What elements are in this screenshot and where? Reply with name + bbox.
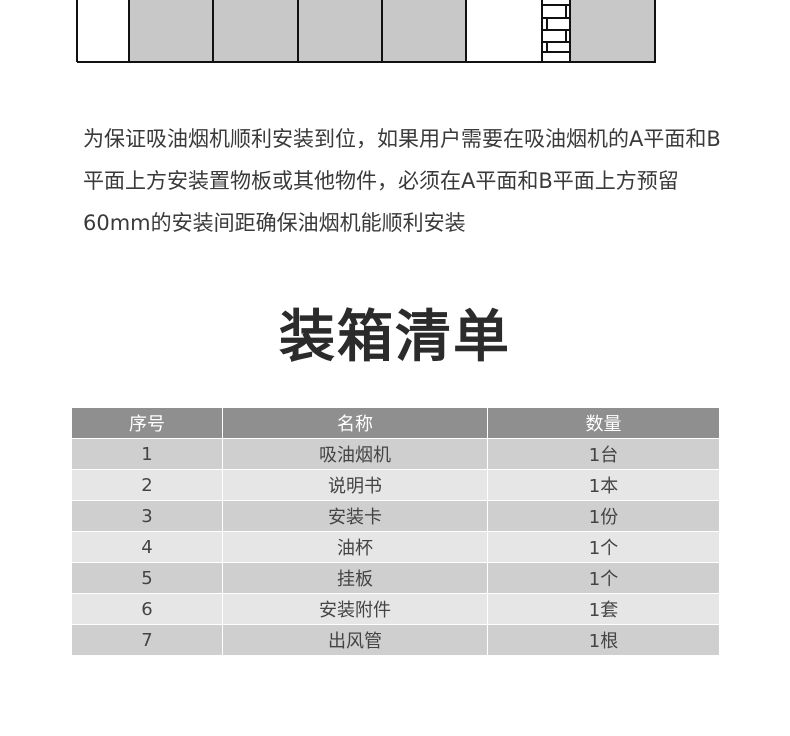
cabinet-panel <box>381 0 467 63</box>
section-title: 装箱清单 <box>279 305 511 370</box>
quantity-cell: 1根 <box>487 624 719 656</box>
name-cell: 说明书 <box>222 469 488 501</box>
index-cell: 2 <box>72 469 223 501</box>
name-cell: 油杯 <box>222 531 488 563</box>
quantity-cell: 1个 <box>487 531 719 563</box>
cabinet-panel <box>569 0 656 63</box>
index-cell: 1 <box>72 438 223 470</box>
table-header-row: 序号 名称 数量 <box>72 408 719 439</box>
installation-note: 为保证吸油烟机顺利安装到位，如果用户需要在吸油烟机的A平面和B平面上方安装置物板… <box>83 127 721 235</box>
table-row: 7 出风管 1根 <box>72 624 719 656</box>
table-row: 4 油杯 1个 <box>72 531 719 563</box>
name-cell: 安装卡 <box>222 500 488 532</box>
header-name: 名称 <box>222 408 488 439</box>
header-index: 序号 <box>72 408 223 439</box>
table-row: 5 挂板 1个 <box>72 562 719 594</box>
name-cell: 安装附件 <box>222 593 488 625</box>
name-cell: 吸油烟机 <box>222 438 488 470</box>
quantity-cell: 1个 <box>487 562 719 594</box>
table-row: 3 安装卡 1份 <box>72 500 719 532</box>
index-cell: 6 <box>72 593 223 625</box>
header-quantity: 数量 <box>487 408 719 439</box>
index-cell: 4 <box>72 531 223 563</box>
cabinet-panel <box>128 0 214 63</box>
table-row: 2 说明书 1本 <box>72 469 719 501</box>
index-cell: 3 <box>72 500 223 532</box>
quantity-cell: 1套 <box>487 593 719 625</box>
table-row: 1 吸油烟机 1台 <box>72 438 719 470</box>
index-cell: 7 <box>72 624 223 656</box>
brick-wall <box>541 0 571 63</box>
cabinet-panel <box>297 0 383 63</box>
quantity-cell: 1份 <box>487 500 719 532</box>
table-row: 6 安装附件 1套 <box>72 593 719 625</box>
packing-list-table: 序号 名称 数量 1 吸油烟机 1台 2 说明书 1本 3 安装卡 1份 4 油杯 1个 5 挂板 1个 6 安… <box>72 408 719 656</box>
cabinet-diagram <box>76 0 656 63</box>
index-cell: 5 <box>72 562 223 594</box>
cabinet-panel <box>212 0 299 63</box>
quantity-cell: 1台 <box>487 438 719 470</box>
name-cell: 挂板 <box>222 562 488 594</box>
quantity-cell: 1本 <box>487 469 719 501</box>
name-cell: 出风管 <box>222 624 488 656</box>
